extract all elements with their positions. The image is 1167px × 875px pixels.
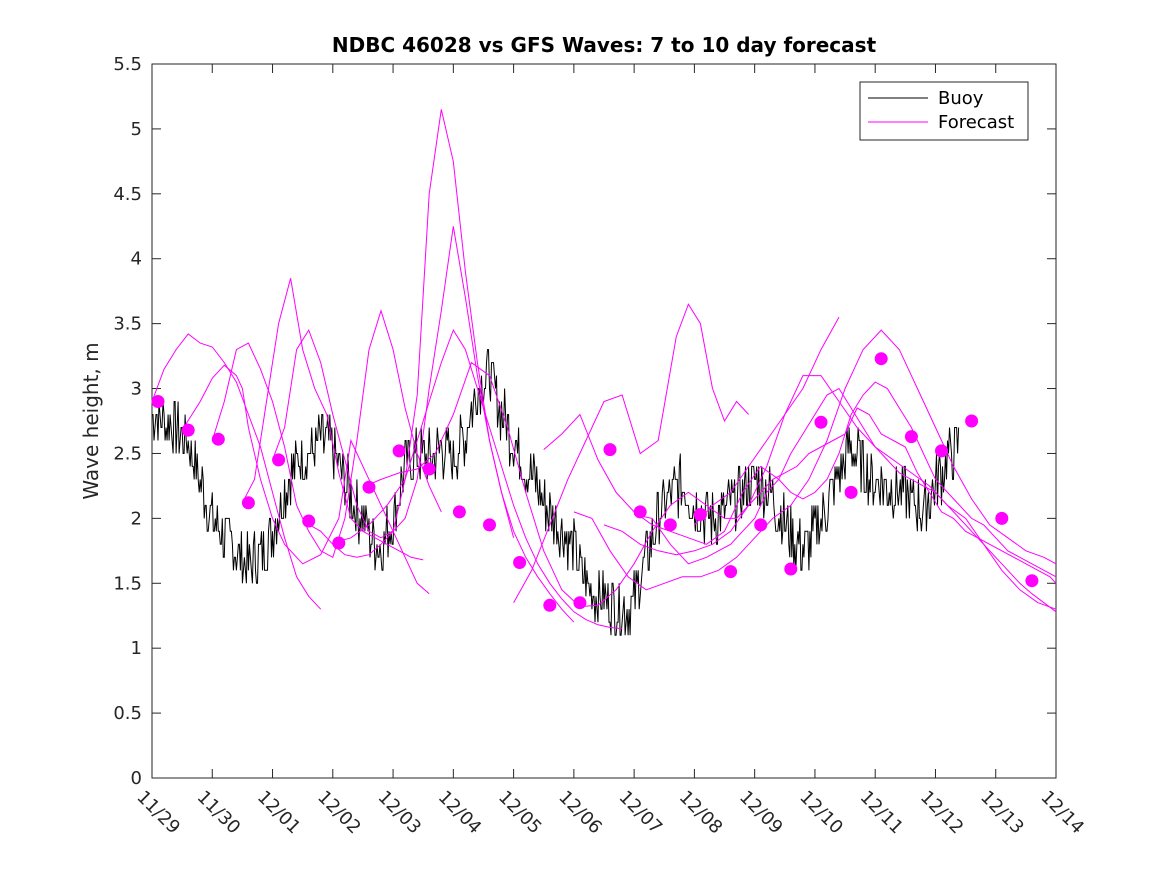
y-tick-label: 5	[131, 119, 142, 140]
x-tick-label: 12/02	[313, 787, 365, 839]
y-tick-label: 1	[131, 638, 142, 659]
y-tick-label: 3	[131, 379, 142, 400]
forecast-point	[543, 598, 557, 612]
x-tick-label: 12/11	[856, 787, 908, 839]
y-tick-label: 1.5	[113, 573, 142, 594]
y-tick-labels: 0 0.5 1 1.5 2 2.5 3 3.5 4 4.5 5 5.5	[113, 54, 142, 789]
forecast-point	[995, 511, 1009, 525]
x-tick-label: 12/10	[795, 787, 847, 839]
y-tick-label: 3.5	[113, 314, 142, 335]
x-tick-label: 12/05	[494, 787, 546, 839]
y-axis-label: Wave height, m	[79, 342, 103, 499]
forecast-point	[422, 462, 436, 476]
forecast-line	[513, 303, 749, 603]
legend-forecast-label: Forecast	[938, 112, 1014, 133]
forecast-point	[181, 423, 195, 437]
forecast-point	[1025, 574, 1039, 588]
y-tick-label: 4.5	[113, 184, 142, 205]
forecast-point	[784, 562, 798, 576]
x-tick-label: 12/01	[253, 787, 305, 839]
forecast-line	[573, 329, 1057, 591]
forecast-point	[693, 508, 707, 521]
forecast-point	[814, 415, 828, 429]
forecast-line	[694, 316, 840, 526]
forecast-line	[543, 381, 1057, 578]
forecast-point	[573, 596, 587, 610]
y-tick-label: 0.5	[113, 703, 142, 724]
forecast-line	[241, 278, 424, 561]
forecast-line	[362, 361, 1057, 608]
forecast-point	[241, 496, 255, 510]
x-tick-label: 12/08	[675, 787, 727, 839]
forecast-point	[272, 453, 286, 467]
forecast-point	[754, 518, 768, 532]
forecast-point	[392, 444, 406, 458]
forecast-point	[965, 414, 979, 428]
plot-frame	[151, 63, 1057, 779]
x-tick-label: 12/09	[735, 787, 787, 839]
forecast-line	[151, 333, 322, 610]
forecast-point	[302, 514, 316, 528]
forecast-point	[904, 430, 918, 444]
forecast-line	[302, 226, 575, 623]
forecast-point	[362, 480, 376, 494]
forecast-point	[211, 432, 225, 446]
forecast-line	[332, 328, 623, 630]
x-tick-label: 12/04	[434, 787, 486, 839]
forecast-point	[513, 556, 527, 569]
x-tick-label: 12/12	[916, 787, 968, 839]
forecast-series	[151, 109, 1057, 630]
forecast-point	[663, 518, 677, 532]
forecast-point	[151, 395, 165, 408]
forecast-point	[935, 444, 948, 458]
forecast-point	[483, 518, 496, 532]
x-tick-label: 12/03	[374, 787, 426, 839]
x-tick-label: 12/07	[615, 787, 667, 839]
y-tick-label: 5.5	[113, 54, 142, 75]
y-tick-label: 4	[131, 249, 142, 270]
x-tick-labels: 11/29 11/30 12/01 12/02 12/03 12/04 12/05 12/06…	[132, 787, 1088, 839]
forecast-line	[633, 387, 1057, 613]
legend-box	[859, 81, 1029, 141]
x-tick-label: 12/06	[554, 787, 606, 839]
forecast-point	[844, 485, 858, 499]
forecast-points	[151, 352, 1039, 612]
forecast-point	[603, 443, 617, 457]
forecast-point	[332, 536, 346, 550]
forecast-line	[181, 364, 430, 595]
forecast-point	[874, 352, 888, 366]
x-tick-label: 11/29	[132, 787, 184, 839]
forecast-point	[724, 565, 738, 579]
forecast-point	[633, 505, 647, 519]
forecast-point	[452, 505, 466, 519]
y-tick-label: 2.5	[113, 443, 142, 464]
legend: Buoy Forecast	[859, 81, 1029, 141]
x-tick-label: 11/30	[193, 787, 245, 839]
y-tick-label: 2	[131, 508, 142, 529]
forecast-line	[211, 309, 442, 559]
legend-buoy-label: Buoy	[938, 88, 984, 109]
x-tick-label: 12/13	[976, 787, 1028, 839]
x-tick-label: 12/14	[1036, 787, 1088, 839]
chart-title: NDBC 46028 vs GFS Waves: 7 to 10 day for…	[332, 33, 877, 57]
y-tick-label: 0	[131, 768, 142, 789]
